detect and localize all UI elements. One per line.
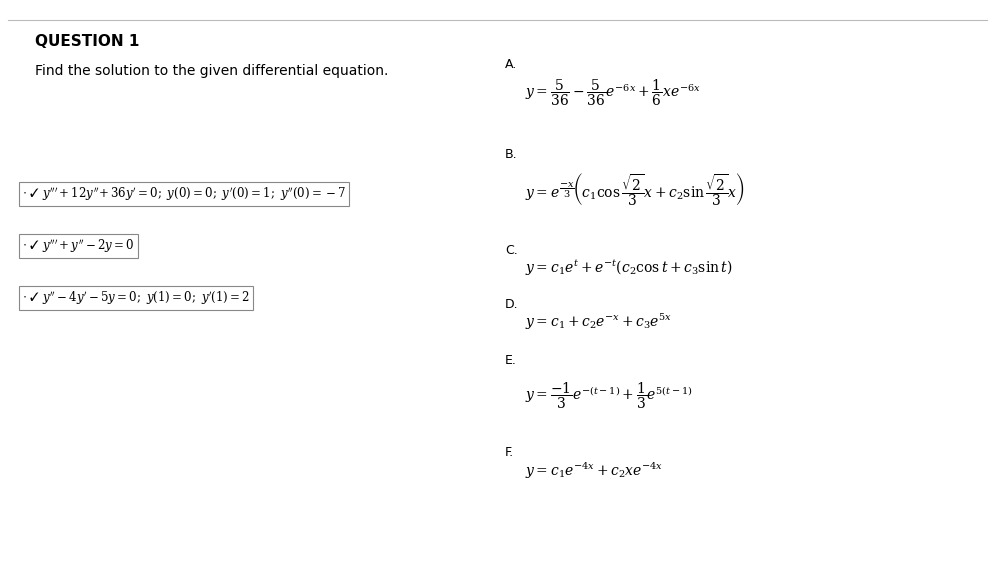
Text: A.: A. — [505, 58, 517, 71]
Text: B.: B. — [505, 148, 517, 161]
Text: $\cdot\ \checkmark\ y''-4y'-5y=0;\ y(1)=0;\ y'(1)=2$: $\cdot\ \checkmark\ y''-4y'-5y=0;\ y(1)=… — [22, 289, 249, 307]
Text: $y=c_1+c_2 e^{-x}+c_3 e^{5x}$: $y=c_1+c_2 e^{-x}+c_3 e^{5x}$ — [525, 312, 672, 332]
Text: $y=\dfrac{-1}{3}e^{-(t-1)}+\dfrac{1}{3}e^{5(t-1)}$: $y=\dfrac{-1}{3}e^{-(t-1)}+\dfrac{1}{3}e… — [525, 381, 692, 411]
Text: $y=e^{\dfrac{-x}{3}}\!\left(c_1\cos\dfrac{\sqrt{2}}{3}x+c_2\sin\dfrac{\sqrt{2}}{: $y=e^{\dfrac{-x}{3}}\!\left(c_1\cos\dfra… — [525, 171, 745, 208]
Text: E.: E. — [505, 354, 516, 367]
Text: $y=c_1 e^{-4x}+c_2 xe^{-4x}$: $y=c_1 e^{-4x}+c_2 xe^{-4x}$ — [525, 461, 663, 482]
Text: $y=c_1 e^{t}+e^{-t}(c_2\cos t+c_3\sin t)$: $y=c_1 e^{t}+e^{-t}(c_2\cos t+c_3\sin t)… — [525, 258, 732, 278]
Text: D.: D. — [505, 298, 518, 311]
Text: $y=\dfrac{5}{36}-\dfrac{5}{36}e^{-6x}+\dfrac{1}{6}xe^{-6x}$: $y=\dfrac{5}{36}-\dfrac{5}{36}e^{-6x}+\d… — [525, 78, 700, 108]
Text: C.: C. — [505, 244, 517, 257]
Text: $\cdot\ \checkmark\ y'''+12y''\!+36y'=0;\ y(0)=0;\ y'(0)=1;\ y''(0)=-7$: $\cdot\ \checkmark\ y'''+12y''\!+36y'=0;… — [22, 185, 346, 203]
Text: F.: F. — [505, 446, 514, 459]
Text: Find the solution to the given differential equation.: Find the solution to the given different… — [35, 64, 388, 78]
Text: QUESTION 1: QUESTION 1 — [35, 34, 139, 49]
Text: $\cdot\ \checkmark\ y'''+y''-2y=0$: $\cdot\ \checkmark\ y'''+y''-2y=0$ — [22, 237, 134, 255]
